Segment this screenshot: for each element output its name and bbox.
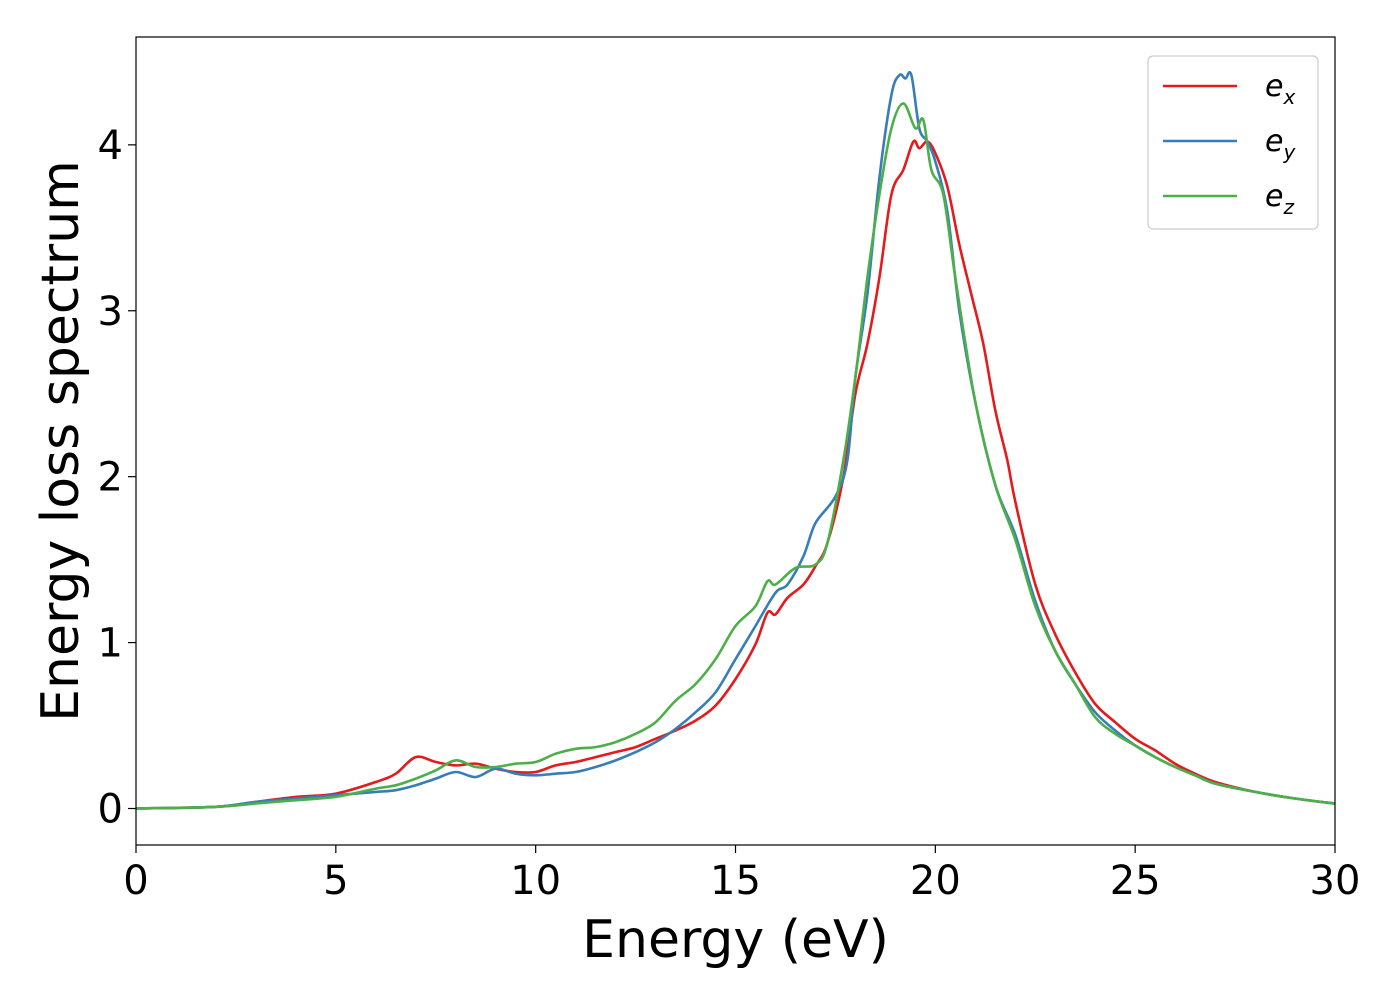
- x-axis: 0 5 10 15 20 25 30: [123, 845, 1360, 904]
- y-tick-label: 3: [98, 289, 123, 335]
- x-axis-label: Energy (eV): [582, 910, 889, 970]
- legend-label-subscript: x: [1282, 85, 1295, 109]
- series-layer: [135, 70, 1336, 810]
- legend-label-z: ez: [1265, 179, 1294, 219]
- y-tick-label: 1: [98, 621, 123, 667]
- legend-label-base: e: [1265, 69, 1283, 104]
- series-line-z: [135, 102, 1336, 810]
- x-tick-label: 30: [1310, 858, 1361, 904]
- legend-box: [1147, 55, 1319, 230]
- legend-label-x: ex: [1265, 69, 1295, 109]
- legend-label-base: e: [1265, 124, 1283, 159]
- y-tick-label: 2: [98, 455, 123, 501]
- legend-label-subscript: z: [1282, 195, 1294, 219]
- x-tick-label: 10: [510, 858, 561, 904]
- legend-label-subscript: y: [1282, 140, 1296, 164]
- plot-background: [136, 37, 1335, 845]
- y-tick-label: 4: [98, 123, 123, 169]
- legend-label-y: ey: [1265, 124, 1296, 164]
- x-tick-label: 15: [710, 858, 761, 904]
- y-axis: 0 1 2 3 4: [98, 123, 136, 832]
- y-axis-label: Energy loss spectrum: [31, 160, 91, 722]
- x-tick-label: 25: [1110, 858, 1161, 904]
- x-tick-label: 0: [123, 858, 148, 904]
- x-tick-label: 20: [910, 858, 961, 904]
- x-tick-label: 5: [323, 858, 348, 904]
- y-tick-label: 0: [98, 786, 123, 832]
- legend-label-base: e: [1265, 179, 1283, 214]
